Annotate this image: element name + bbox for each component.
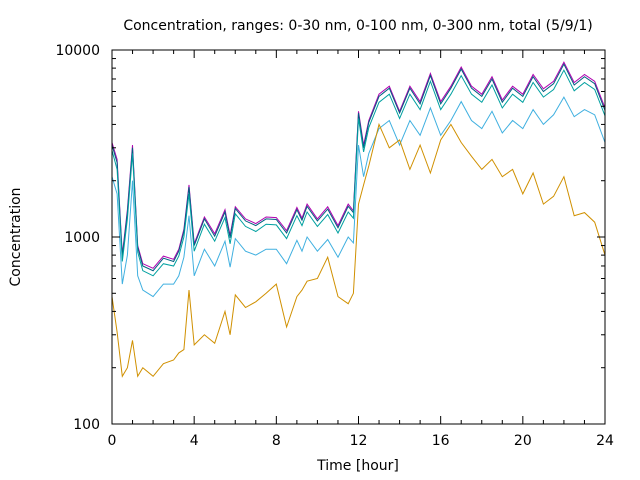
y-tick-label: 1000 (64, 230, 100, 246)
x-tick-label: 16 (432, 433, 450, 449)
x-tick-label: 4 (190, 433, 199, 449)
series-layer (111, 61, 606, 378)
series-line-5 (111, 122, 606, 378)
series-line-1 (111, 61, 606, 269)
x-tick-label: 24 (596, 433, 614, 449)
x-axis-label: Time [hour] (316, 458, 399, 474)
series-line-3 (111, 69, 606, 277)
y-axis-label: Concentration (8, 187, 24, 286)
x-tick-label: 8 (272, 433, 281, 449)
y-tick-label: 100 (73, 417, 100, 433)
x-tick-label: 0 (108, 433, 117, 449)
x-tick-label: 20 (514, 433, 532, 449)
y-tick-label: 10000 (55, 43, 100, 59)
series-line-4 (111, 96, 606, 298)
x-tick-label: 12 (350, 433, 368, 449)
chart-title: Concentration, ranges: 0-30 nm, 0-100 nm… (123, 18, 592, 34)
series-line-2 (111, 63, 606, 272)
axis-ticks: 0 4 8 12 16 20 24 100 1000 10000 (55, 43, 614, 449)
